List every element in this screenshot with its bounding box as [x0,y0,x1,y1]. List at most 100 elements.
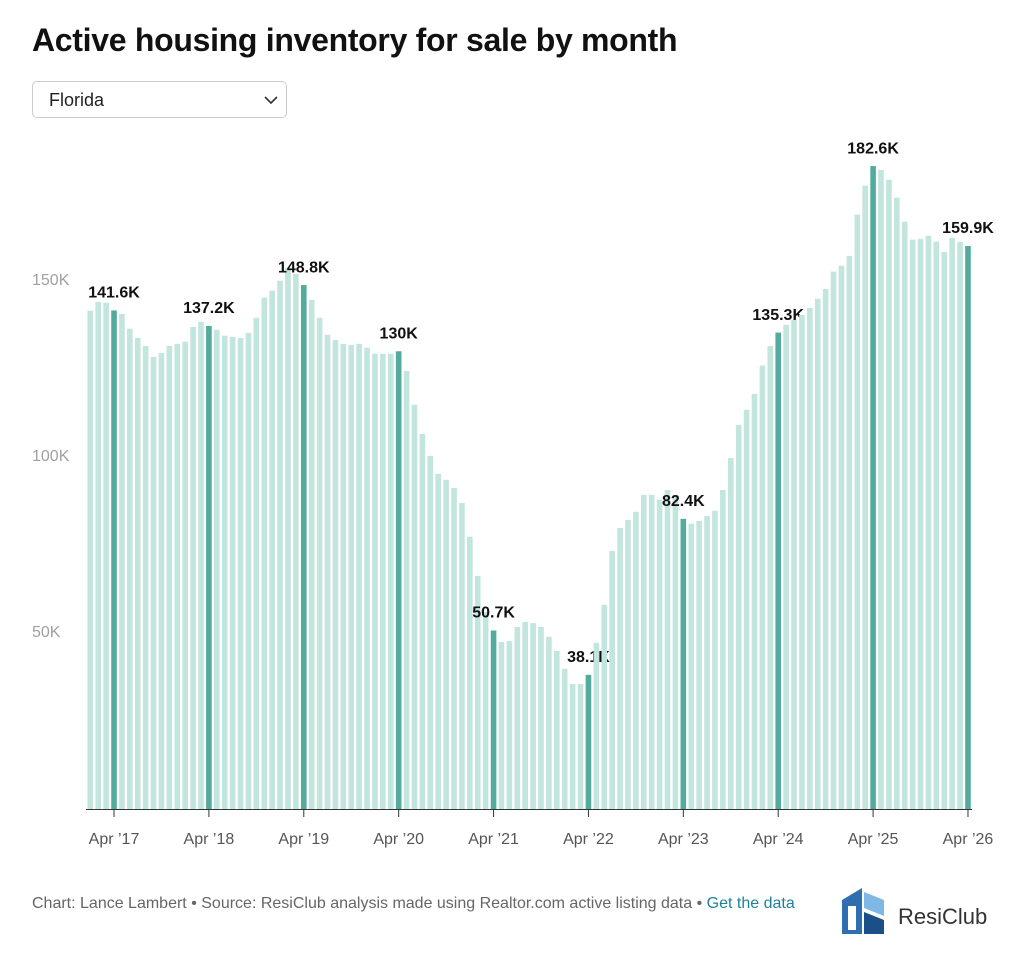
bar [933,241,940,809]
bar [949,237,955,810]
bar [308,299,315,809]
bar [704,516,710,809]
state-dropdown[interactable]: Florida [32,81,287,118]
bar [775,332,782,809]
bar [901,221,908,809]
chevron [264,96,278,105]
bar [617,528,623,809]
x-tick-label: Apr ’22 [563,831,614,848]
bar [870,166,876,809]
x-tick-label: Apr ’19 [278,831,329,848]
x-tick-label: Apr ’17 [89,831,140,848]
bar [680,518,687,809]
bar [269,290,275,809]
value-label: 182.6K [847,140,899,157]
bar [142,345,149,809]
bar [103,302,109,809]
bar [127,328,133,809]
x-tick-label: Apr ’20 [373,831,424,848]
value-label: 135.3K [752,307,804,324]
x-tick-label: Apr ’26 [943,831,994,848]
bar [427,455,434,809]
bar [372,353,378,809]
bar [380,353,386,809]
bar [696,520,702,809]
bar [759,365,766,809]
bar [190,326,196,809]
bar [221,335,228,809]
bar [443,479,449,809]
bar [672,494,679,809]
bar [593,642,600,809]
bar [506,641,513,809]
bar [174,343,181,809]
bar [387,353,394,809]
bar [561,668,568,809]
bar [514,626,521,809]
x-tick-label: Apr ’18 [184,831,235,848]
logo-text: ResiClub [898,904,988,929]
bar [119,313,125,809]
bar [403,370,410,809]
value-label: 82.4K [662,493,705,510]
bar [957,241,963,809]
bar [245,332,252,809]
bar [862,185,868,809]
bar [909,239,916,810]
bar [530,623,536,809]
bar [474,575,481,809]
bar [285,267,291,809]
bar [712,510,718,809]
bar [751,393,758,809]
footer: Chart: Lance Lambert • Source: ResiClub … [32,893,822,915]
bar [925,235,932,809]
bar [95,301,102,809]
bar [277,280,283,809]
bar [846,255,853,809]
bar [546,636,552,809]
bar [364,347,370,809]
bar [838,265,845,810]
bar [886,179,892,809]
bar [720,489,726,809]
bar [111,310,117,809]
bar [609,550,615,809]
chart: 50K 100K 150K 141.6K 137.2K 148.8K 130K 50.7K 38… [32,140,994,848]
y-tick-label: 150K [32,272,70,289]
bar [482,611,489,809]
x-tick-label: Apr ’21 [468,831,519,848]
bar [538,626,544,809]
bar [783,324,789,809]
bar [822,288,829,809]
bar [664,489,671,809]
bar [253,317,260,809]
y-tick-label: 50K [32,624,61,641]
bar [293,273,299,809]
value-label: 38.1K [567,649,610,666]
bar [324,334,331,809]
x-tick-label: Apr ’25 [848,831,899,848]
bar [656,499,663,809]
bar [854,214,861,810]
value-label: 137.2K [183,300,235,317]
bar [917,238,924,809]
bar [791,319,797,809]
x-tick-label: Apr ’24 [753,831,804,848]
bar [182,341,188,809]
value-label: 50.7K [472,605,515,622]
bar [150,356,157,809]
bar [633,511,639,809]
bar [941,251,948,809]
bar [585,674,592,809]
bar [498,642,505,809]
bar [435,473,442,809]
data-link[interactable]: Get the data [706,895,795,912]
bar [807,307,813,809]
bar [688,523,695,809]
bar [467,536,473,809]
bar [411,404,418,809]
bar [554,650,560,809]
bar [229,336,236,809]
value-label: 130K [380,325,419,342]
bar [459,503,465,809]
